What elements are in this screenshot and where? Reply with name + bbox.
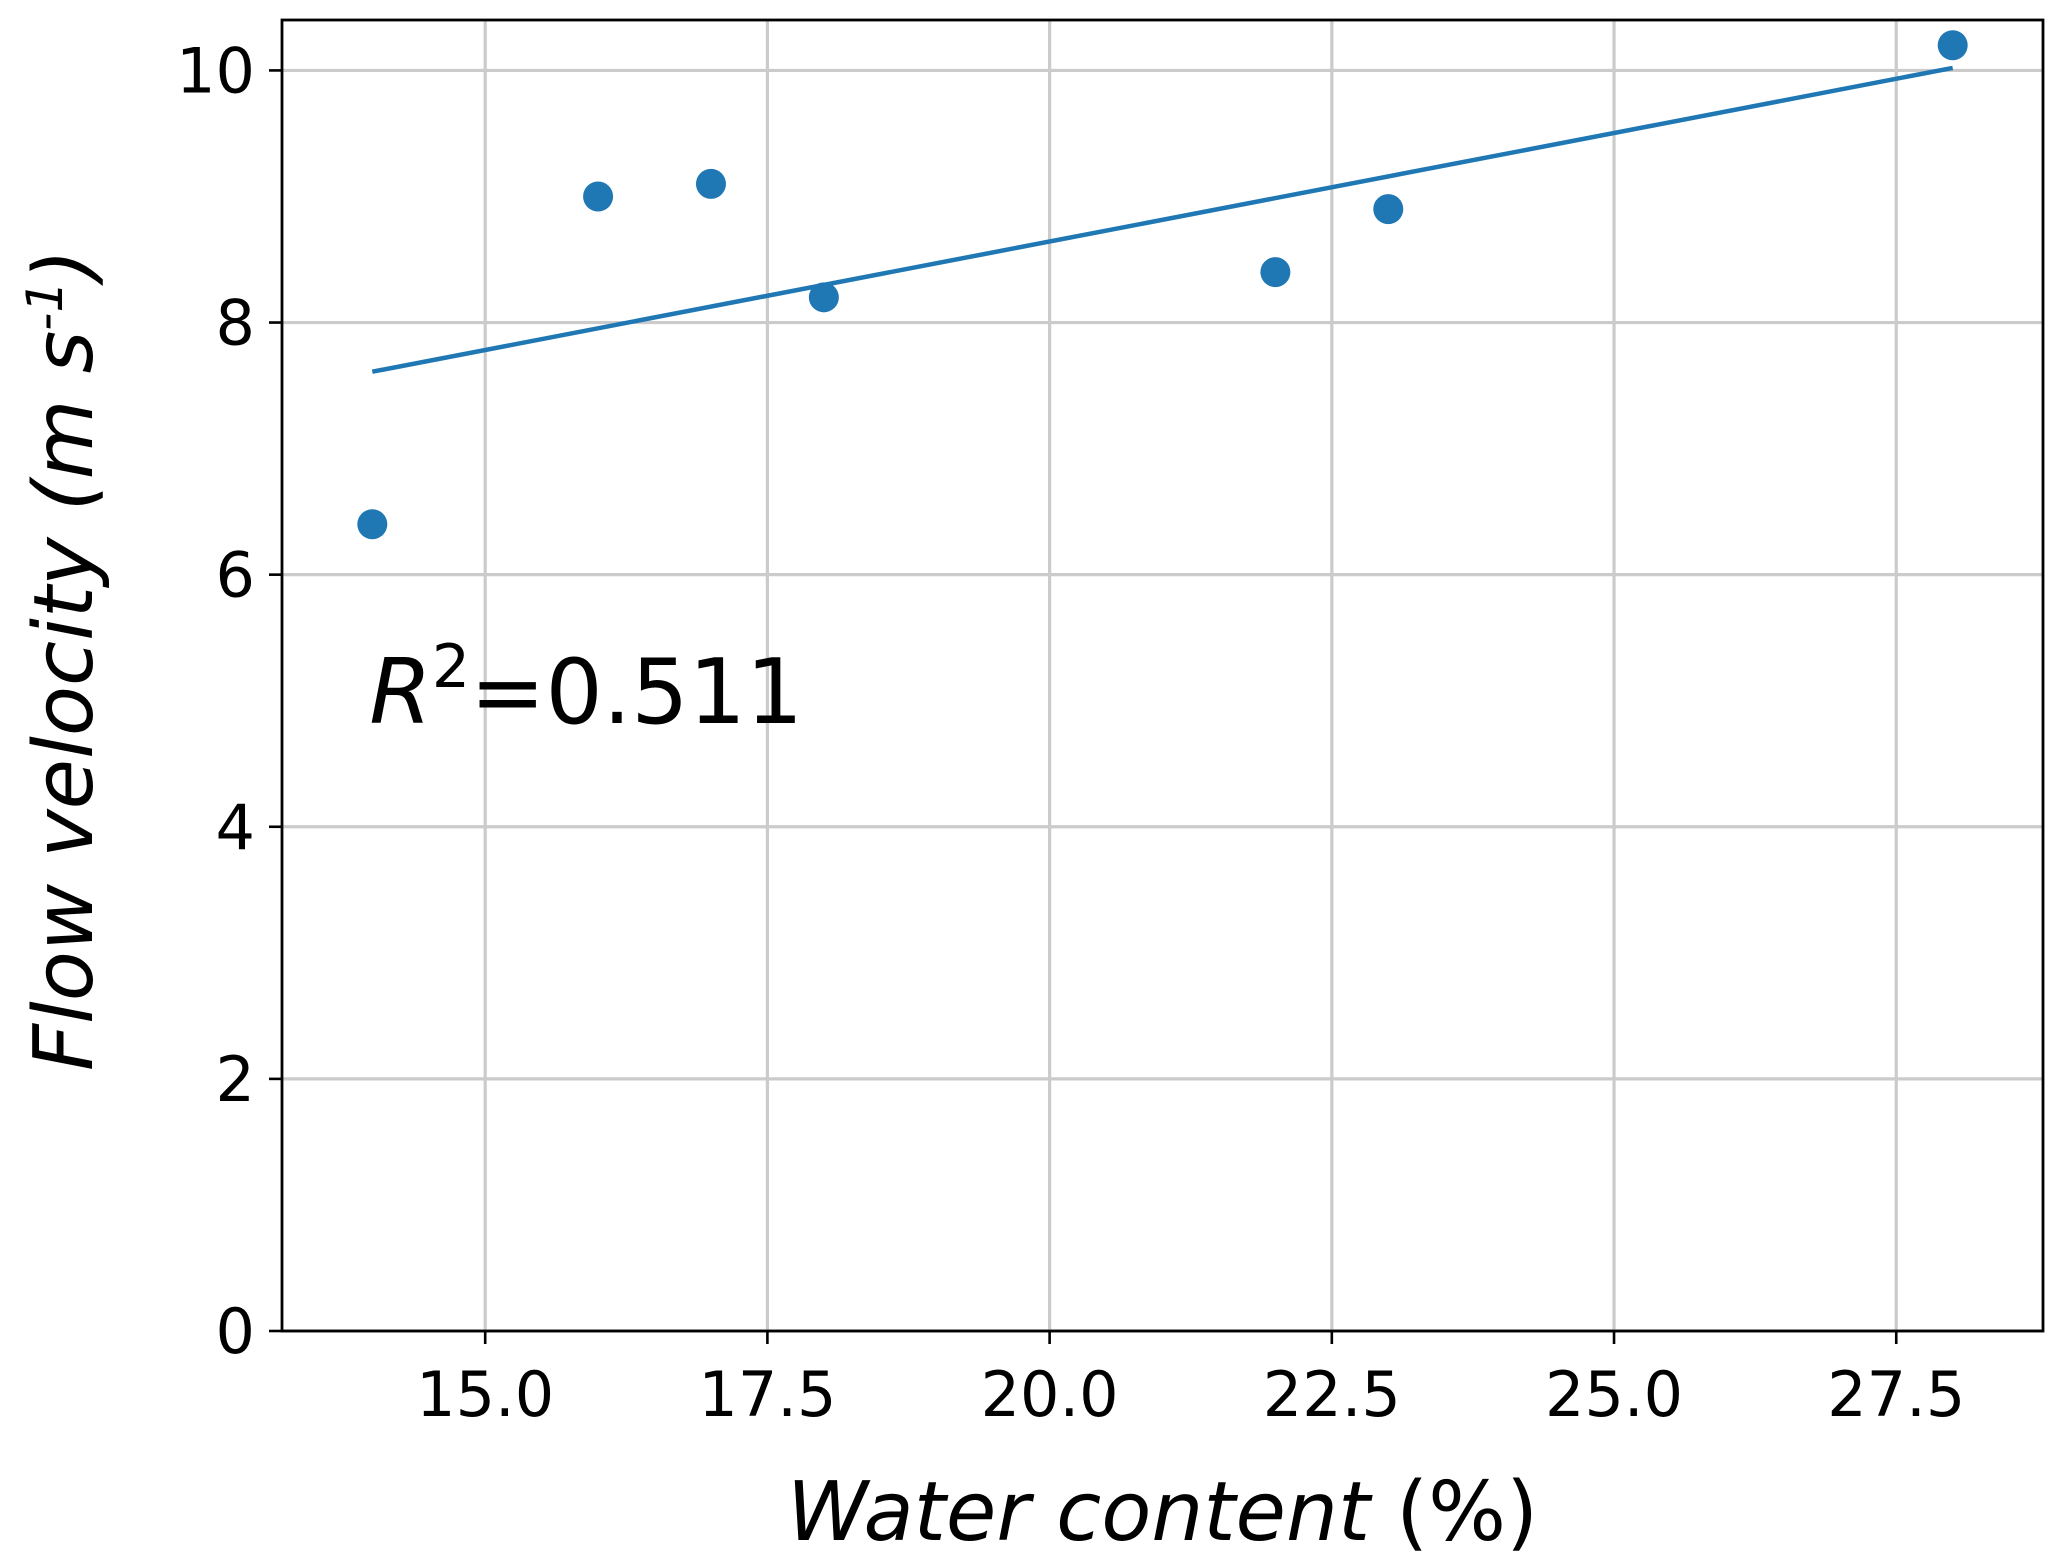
axis-ticks <box>269 69 1898 1344</box>
y-tick-label: 6 <box>216 539 255 612</box>
data-points <box>357 30 1968 540</box>
x-tick-label: 20.0 <box>981 1358 1119 1431</box>
axis-labels: 15.0 17.5 20.0 22.5 25.0 27.5 0 2 4 6 8 10 R2=0.511 W… <box>16 34 1965 1560</box>
data-point <box>1373 194 1404 225</box>
data-point <box>583 181 614 212</box>
y-tick-label: 2 <box>216 1043 255 1116</box>
r-squared-annotation: R2=0.511 <box>369 632 803 745</box>
x-tick-label: 27.5 <box>1827 1358 1965 1431</box>
x-tick-label: 17.5 <box>698 1358 836 1431</box>
x-axis-title: Water content (%) <box>787 1465 1538 1560</box>
plot-frame <box>280 18 2045 1333</box>
data-point <box>1937 30 1968 61</box>
y-tick-label: 4 <box>216 791 255 864</box>
x-tick-label: 22.5 <box>1263 1358 1401 1431</box>
y-axis-title: Flow velocity (m s-1) <box>16 249 112 1071</box>
fit-line-layer <box>371 65 1954 374</box>
x-tick-label: 25.0 <box>1545 1358 1683 1431</box>
data-point <box>357 509 388 540</box>
data-point <box>1260 257 1291 288</box>
y-tick-label: 8 <box>216 287 255 360</box>
x-tick-label: 15.0 <box>416 1358 554 1431</box>
y-tick-label: 10 <box>176 34 255 107</box>
data-point <box>695 168 726 199</box>
y-tick-label: 0 <box>216 1295 255 1368</box>
data-point <box>808 282 839 313</box>
fit-line <box>371 65 1954 374</box>
